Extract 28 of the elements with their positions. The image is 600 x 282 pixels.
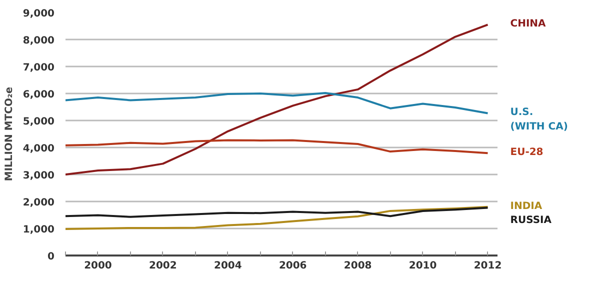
x-tick-label: 2000 <box>84 260 112 272</box>
line-series <box>66 206 489 230</box>
y-tick-label: 9,000 <box>22 8 55 20</box>
text: INDIA <box>510 200 542 212</box>
y-tick-label: 6,000 <box>22 90 55 100</box>
text: EU-28 <box>510 147 544 158</box>
y-tick-label: 4,000 <box>22 144 55 154</box>
y-tick-label: 2,000 <box>22 198 55 208</box>
x-tick-label: 2004 <box>214 260 242 272</box>
line-series <box>66 139 489 154</box>
y-tick-label: 7,000 <box>22 62 55 74</box>
y-axis-title: MILLION MTCO₂e <box>4 86 15 182</box>
x-tick-label: 2012 <box>474 260 502 272</box>
text: CHINA <box>510 18 546 30</box>
y-tick-label: 8,000 <box>22 36 55 46</box>
x-tick-label: 2010 <box>408 260 437 272</box>
y-tick-label: 5,000 <box>22 116 55 128</box>
text: U.S. (WITH CA) <box>510 107 568 133</box>
line-series <box>66 92 489 114</box>
x-tick-label: 2002 <box>149 260 177 272</box>
text: RUSSIA <box>510 214 552 226</box>
y-tick-label: 1,000 <box>22 224 55 236</box>
y-tick-label: 3,000 <box>22 170 55 182</box>
y-tick-label: 0 <box>48 252 55 262</box>
line-series <box>66 24 489 176</box>
x-tick-label: 2006 <box>278 260 307 272</box>
line-series <box>66 206 489 218</box>
x-tick-label: 2008 <box>344 260 372 272</box>
